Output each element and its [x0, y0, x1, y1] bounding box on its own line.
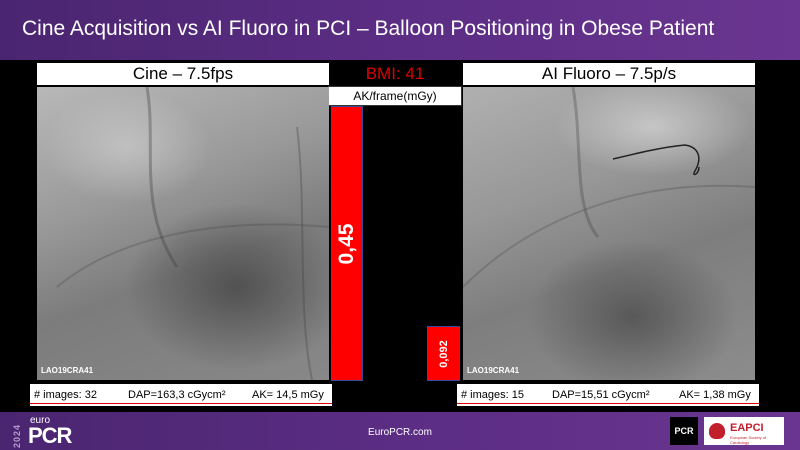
cine-stats-underline [30, 403, 332, 404]
ai-fluoro-ak: AK= 1,38 mGy [679, 389, 751, 401]
bar-cine-ak-value: 0,45 [335, 223, 358, 264]
cine-xray-image: LAO19CRA41 [37, 87, 329, 380]
footer-url: EuroPCR.com [368, 427, 432, 438]
bmi-label: BMI: 41 [365, 64, 425, 83]
ai-fluoro-anatomy-shapes [463, 87, 755, 288]
guidewire-balloon [612, 144, 700, 176]
eapci-logo-subtext: European Society of Cardiology [730, 435, 767, 445]
heart-icon [709, 423, 725, 439]
bar-ai-fluoro-ak-value: 0,092 [437, 339, 450, 368]
left-panel-title: Cine – 7.5fps [37, 63, 329, 85]
europcr-logo: PCR [28, 423, 72, 448]
cine-stats-bar: # images: 32 DAP=163,3 cGycm² AK= 14,5 m… [30, 384, 332, 406]
cine-dap: DAP=163,3 cGycm² [128, 389, 226, 401]
ai-fluoro-dap: DAP=15,51 cGycm² [552, 389, 650, 401]
ai-fluoro-images-count: # images: 15 [461, 389, 524, 401]
cine-anatomy-shapes [56, 87, 329, 380]
slide-header: Cine Acquisition vs AI Fluoro in PCI – B… [0, 0, 800, 60]
slide-title: Cine Acquisition vs AI Fluoro in PCI – B… [22, 17, 715, 40]
right-panel-title: AI Fluoro – 7.5p/s [463, 63, 755, 85]
cine-images-count: # images: 32 [34, 389, 97, 401]
cine-ak: AK= 14,5 mGy [252, 389, 324, 401]
bar-cine-ak: 0,45 [331, 106, 363, 381]
eapci-logo: EAPCI European Society of Cardiology [704, 417, 784, 445]
bar-ai-fluoro-ak: 0,092 [427, 326, 460, 381]
ai-fluoro-view-label: LAO19CRA41 [467, 366, 520, 375]
ai-fluoro-stats-bar: # images: 15 DAP=15,51 cGycm² AK= 1,38 m… [457, 384, 759, 406]
ai-fluoro-stats-underline [457, 403, 759, 404]
cine-view-label: LAO19CRA41 [41, 366, 94, 375]
europcr-logo-prefix: euro [30, 415, 51, 426]
ai-fluoro-xray-image: LAO19CRA41 [463, 87, 755, 380]
eapci-logo-text: EAPCI [730, 422, 764, 434]
pcr-badge-logo: PCR [670, 417, 698, 445]
ak-per-frame-label: AK/frame(mGy) [328, 86, 462, 106]
slide-footer: 2024 euro PCR EuroPCR.com PCR EAPCI Euro… [0, 412, 800, 450]
